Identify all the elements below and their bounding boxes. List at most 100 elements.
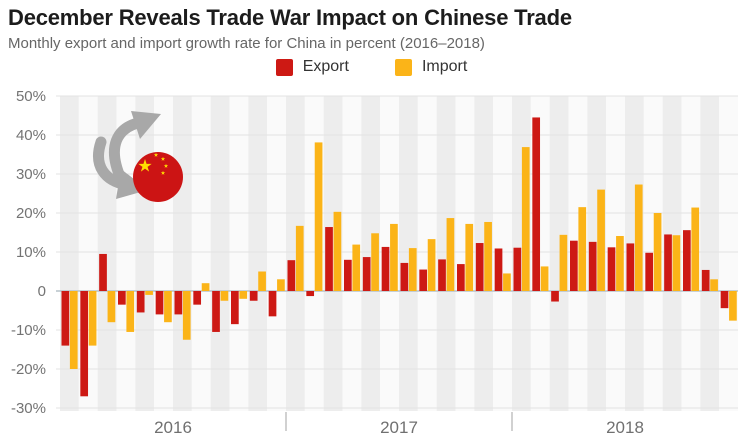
bar-import-mar-2016 [107,291,116,323]
bar-export-jan-2017 [287,260,296,291]
bar-export-may-2017 [362,257,371,291]
bar-export-jan-2018 [513,247,522,291]
bar-import-apr-2018 [578,207,587,291]
month-stripe [173,96,192,411]
bar-export-oct-2017 [457,264,465,291]
bar-export-apr-2017 [344,259,352,291]
bar-export-mar-2016 [99,253,107,291]
bar-export-nov-2017 [475,243,484,291]
bar-import-may-2018 [597,189,605,291]
bar-import-sep-2016 [220,291,229,301]
exchange-arrows-icon [93,111,161,199]
month-stripe [700,96,720,411]
y-axis-label: 30% [16,166,46,183]
month-stripe [417,96,437,411]
year-label-2017: 2017 [380,418,418,437]
legend-item-export: Export [275,58,349,76]
bar-export-feb-2017 [306,291,315,297]
bar-export-jun-2016 [155,291,164,315]
bar-import-jun-2018 [616,236,624,291]
axis-labels: 50% 40% 30% 20% 10% 0 -10% -20% -30% 2016 2017 2018 [11,88,644,437]
bar-export-jul-2017 [400,262,409,291]
bar-import-aug-2018 [653,213,662,291]
year-label-2018: 2018 [606,418,644,437]
month-stripe [361,96,381,411]
bar-export-jul-2016 [174,291,183,315]
y-axis-label: 10% [16,244,46,261]
bar-export-jan-2016 [61,291,70,346]
y-axis-label: 20% [16,205,46,222]
month-stripe [154,96,173,411]
bar-import-apr-2017 [352,244,361,291]
month-stripe [568,96,588,411]
bar-import-apr-2016 [126,291,135,332]
bar-export-dec-2018 [720,291,729,309]
month-stripe [191,96,211,411]
bar-import-dec-2016 [277,279,285,291]
month-stripe [135,96,155,411]
month-stripe [267,96,286,411]
month-stripe [587,96,607,411]
month-stripe [399,96,418,411]
bar-export-apr-2018 [570,240,578,291]
bar-export-mar-2017 [325,227,333,291]
month-stripe [549,96,569,411]
year-label-2016: 2016 [154,418,192,437]
bar-export-mar-2018 [551,291,559,302]
bar-export-oct-2018 [683,230,691,291]
bar-export-aug-2018 [645,252,654,291]
bar-import-dec-2017 [503,273,511,291]
bar-export-sep-2017 [438,259,446,291]
bar-import-feb-2018 [540,266,549,291]
china-flag-ball-icon [133,152,183,202]
month-stripe [681,96,701,411]
bar-import-aug-2016 [201,283,210,291]
chart-title: December Reveals Trade War Impact on Chi… [8,5,572,30]
month-stripe [380,96,399,411]
bar-export-apr-2016 [118,291,126,305]
bar-import-jun-2017 [390,223,398,291]
bar-export-sep-2018 [664,234,672,291]
y-axis-label: -20% [11,361,46,378]
y-axis-label: 50% [16,88,46,105]
legend-item-import: Import [394,58,468,76]
bar-import-jul-2017 [408,248,417,291]
month-stripe [229,96,249,411]
legend-label-import: Import [421,58,468,75]
bar-export-jul-2018 [626,243,635,291]
bar-import-feb-2016 [88,291,97,346]
bar-export-feb-2018 [532,117,541,291]
y-axis-label: 0 [38,283,46,300]
bar-import-jul-2018 [634,184,643,291]
bar-import-jan-2017 [295,225,304,291]
bar-export-dec-2016 [268,291,277,317]
bar-import-aug-2017 [427,239,436,291]
bar-import-oct-2017 [465,223,474,291]
bar-import-jan-2016 [69,291,78,369]
import-swatch-icon [394,58,412,76]
bar-export-may-2018 [588,241,597,291]
bar-import-dec-2018 [729,291,737,321]
bar-export-aug-2016 [193,291,202,305]
bar-import-may-2017 [371,233,379,291]
bar-export-aug-2017 [419,269,428,291]
month-stripe [323,96,343,411]
month-stripe [455,96,475,411]
month-stripe [662,96,682,411]
bar-import-jan-2018 [521,147,530,291]
y-axis-label: -10% [11,322,46,339]
legend: Export Import [0,58,743,76]
month-stripe [248,96,268,411]
legend-label-export: Export [302,58,349,75]
bar-export-dec-2017 [494,248,503,291]
month-stripe [719,96,738,411]
month-stripe [342,96,362,411]
month-stripe [625,96,644,411]
y-axis-label: 40% [16,127,46,144]
bar-import-jun-2016 [164,291,172,323]
bar-export-jun-2018 [607,247,616,291]
bar-import-jul-2016 [182,291,191,340]
chart-subtitle: Monthly export and import growth rate fo… [8,35,485,52]
